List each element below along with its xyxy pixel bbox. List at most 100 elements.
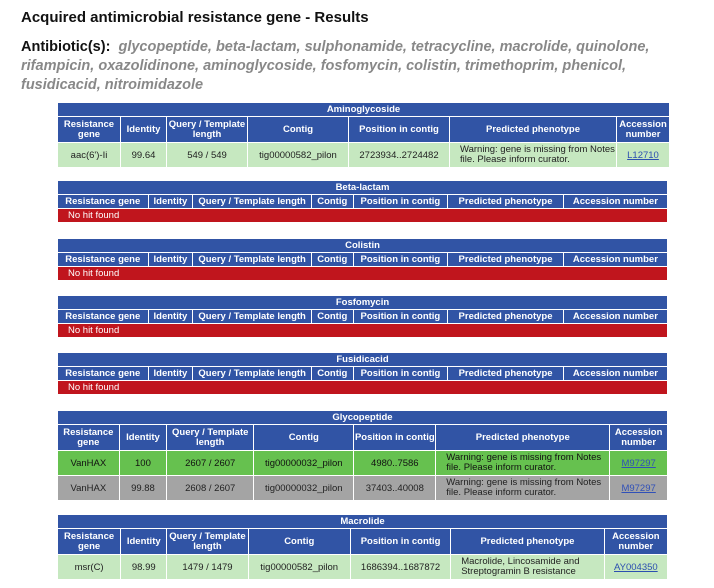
table-title: Glycopeptide <box>58 411 667 424</box>
column-header: Identity <box>148 310 193 323</box>
accession-cell: M97297 <box>610 451 667 475</box>
column-header: Position in contig <box>353 310 448 323</box>
column-header: Accession number <box>610 425 667 450</box>
column-header: Contig <box>254 425 354 450</box>
column-header: Identity <box>148 195 193 208</box>
gene-cell: aac(6')-Ii <box>58 143 120 167</box>
accession-link[interactable]: AY004350 <box>614 561 658 573</box>
identity-cell: 98.99 <box>121 555 167 579</box>
table-title: Beta-lactam <box>58 181 667 194</box>
column-header: Predicted phenotype <box>451 529 604 554</box>
identity-cell: 99.64 <box>121 143 166 167</box>
column-header: Predicted phenotype <box>448 195 563 208</box>
accession-cell: M97297 <box>610 476 667 500</box>
column-header: Resistance gene <box>58 195 148 208</box>
accession-link[interactable]: M97297 <box>621 457 656 469</box>
fusidicacid-section: Fusidicacid Resistance gene Identity Que… <box>57 352 668 395</box>
colistin-section: Colistin Resistance gene Identity Query … <box>57 238 668 281</box>
contig-cell: tig00000582_pilon <box>248 555 350 579</box>
no-hit-row: No hit found <box>58 381 667 394</box>
antibiotics-line: Antibiotic(s): glycopeptide, beta-lactam… <box>21 38 701 95</box>
column-header: Query / Template length <box>193 310 311 323</box>
contig-cell: tig00000032_pilon <box>254 476 354 500</box>
column-header: Resistance gene <box>58 117 120 142</box>
no-hit-row: No hit found <box>58 324 667 337</box>
column-header: Accession number <box>563 253 667 266</box>
table-title: Fusidicacid <box>58 353 667 366</box>
no-hit-row: No hit found <box>58 267 667 280</box>
column-header: Resistance gene <box>58 529 121 554</box>
column-header: Accession number <box>604 529 667 554</box>
column-header: Identity <box>148 367 193 380</box>
length-cell: 2607 / 2607 <box>167 451 254 475</box>
identity-cell: 99.88 <box>119 476 167 500</box>
glycopeptide-section: Glycopeptide Resistance gene Identity Qu… <box>57 410 668 501</box>
position-cell: 1686394..1687872 <box>350 555 451 579</box>
column-header: Predicted phenotype <box>448 310 563 323</box>
column-header: Accession number <box>617 117 669 142</box>
accession-cell: L12710 <box>617 143 669 167</box>
column-header: Contig <box>311 253 353 266</box>
glycopeptide-table: Glycopeptide Resistance gene Identity Qu… <box>57 410 668 501</box>
column-header: Query / Template length <box>167 529 248 554</box>
contig-cell: tig00000032_pilon <box>254 451 354 475</box>
macrolide-section: Macrolide Resistance gene Identity Query… <box>57 514 668 580</box>
column-header: Query / Template length <box>193 253 311 266</box>
antibiotics-label: Antibiotic(s): <box>21 39 111 55</box>
phenotype-cell: Warning: gene is missing from Notes file… <box>436 476 610 500</box>
column-header: Predicted phenotype <box>448 253 563 266</box>
aminoglycoside-section: Aminoglycoside Resistance gene Identity … <box>57 102 670 168</box>
column-header: Predicted phenotype <box>450 117 616 142</box>
fosfomycin-section: Fosfomycin Resistance gene Identity Quer… <box>57 295 668 338</box>
position-cell: 2723934..2724482 <box>349 143 449 167</box>
table-row: VanHAX 99.88 2608 / 2607 tig00000032_pil… <box>58 476 667 500</box>
phenotype-cell: Warning: gene is missing from Notes file… <box>436 451 610 475</box>
gene-cell: VanHAX <box>58 476 119 500</box>
column-header: Contig <box>248 117 348 142</box>
column-header: Contig <box>311 195 353 208</box>
accession-link[interactable]: L12710 <box>627 149 659 161</box>
column-header: Identity <box>148 253 193 266</box>
column-header: Contig <box>311 367 353 380</box>
beta-lactam-section: Beta-lactam Resistance gene Identity Que… <box>57 180 668 223</box>
colistin-table: Colistin Resistance gene Identity Query … <box>57 238 668 281</box>
column-header: Position in contig <box>353 253 448 266</box>
phenotype-cell: Macrolide, Lincosamide and Streptogramin… <box>451 555 604 579</box>
column-header: Position in contig <box>353 367 448 380</box>
phenotype-cell: Warning: gene is missing from Notes file… <box>450 143 616 167</box>
gene-cell: VanHAX <box>58 451 119 475</box>
length-cell: 1479 / 1479 <box>167 555 248 579</box>
column-header: Resistance gene <box>58 310 148 323</box>
column-header: Query / Template length <box>167 425 254 450</box>
column-header: Identity <box>121 529 167 554</box>
column-header: Query / Template length <box>193 367 311 380</box>
column-header: Position in contig <box>353 195 448 208</box>
column-header: Accession number <box>563 310 667 323</box>
table-title: Colistin <box>58 239 667 252</box>
table-title: Macrolide <box>58 515 667 528</box>
column-header: Contig <box>248 529 350 554</box>
column-header: Position in contig <box>350 529 451 554</box>
fosfomycin-table: Fosfomycin Resistance gene Identity Quer… <box>57 295 668 338</box>
gene-cell: msr(C) <box>58 555 121 579</box>
beta-lactam-table: Beta-lactam Resistance gene Identity Que… <box>57 180 668 223</box>
table-title: Fosfomycin <box>58 296 667 309</box>
column-header: Resistance gene <box>58 425 119 450</box>
aminoglycoside-table: Aminoglycoside Resistance gene Identity … <box>57 102 670 168</box>
column-header: Predicted phenotype <box>436 425 610 450</box>
column-header: Identity <box>119 425 167 450</box>
column-header: Accession number <box>563 367 667 380</box>
column-header: Position in contig <box>354 425 436 450</box>
column-header: Query / Template length <box>167 117 247 142</box>
table-row: aac(6')-Ii 99.64 549 / 549 tig00000582_p… <box>58 143 669 167</box>
table-row: VanHAX 100 2607 / 2607 tig00000032_pilon… <box>58 451 667 475</box>
macrolide-table: Macrolide Resistance gene Identity Query… <box>57 514 668 580</box>
column-header: Accession number <box>563 195 667 208</box>
column-header: Query / Template length <box>193 195 311 208</box>
column-header: Position in contig <box>349 117 449 142</box>
accession-cell: AY004350 <box>604 555 667 579</box>
column-header: Contig <box>311 310 353 323</box>
contig-cell: tig00000582_pilon <box>248 143 348 167</box>
length-cell: 2608 / 2607 <box>167 476 254 500</box>
accession-link[interactable]: M97297 <box>621 482 656 494</box>
